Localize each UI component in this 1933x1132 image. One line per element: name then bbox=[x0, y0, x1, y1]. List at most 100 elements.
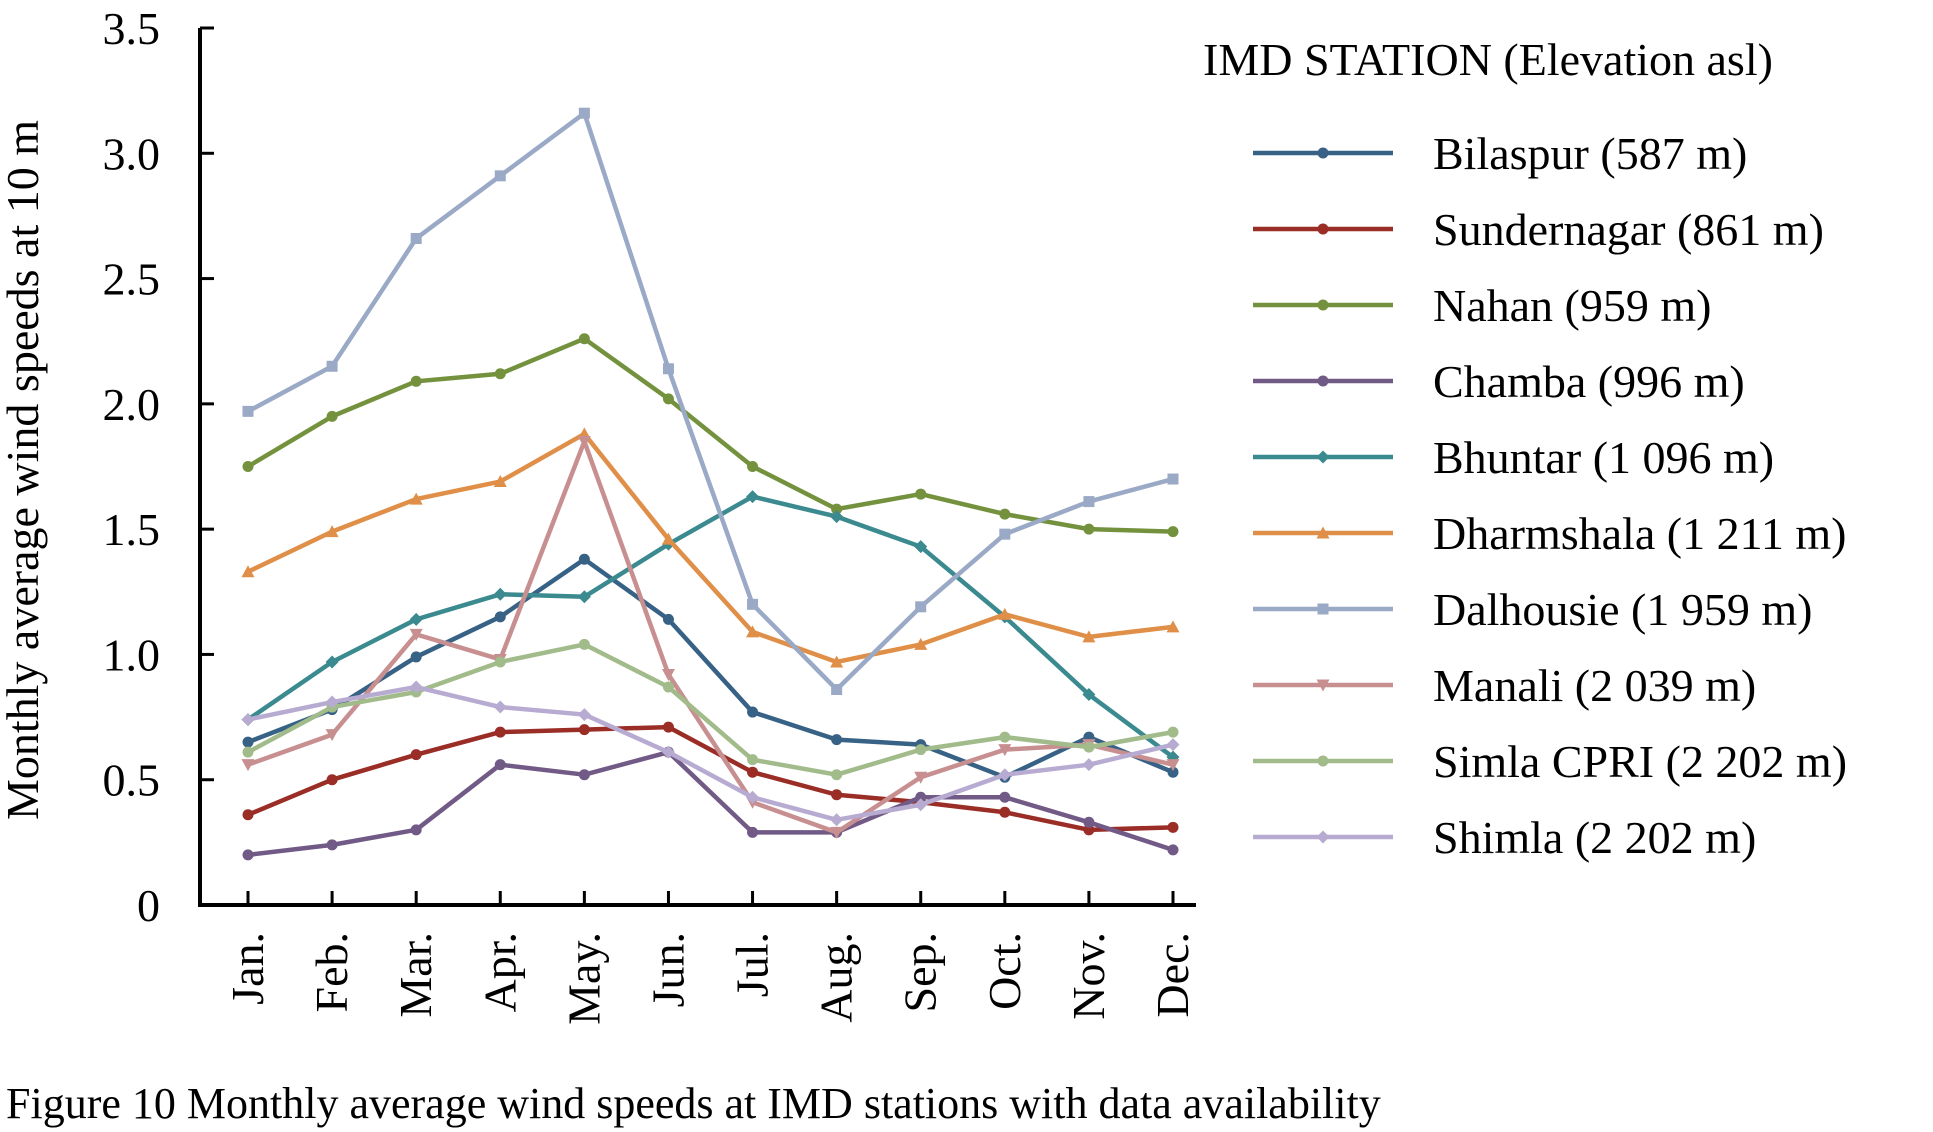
y-tick-label: 1.5 bbox=[103, 504, 161, 555]
y-tick-label: 0 bbox=[137, 880, 160, 931]
data-point-simla-cpri bbox=[1167, 726, 1179, 738]
legend-marker-dalhousie bbox=[1317, 603, 1329, 615]
data-point-dharmshala bbox=[830, 655, 844, 668]
data-point-dharmshala bbox=[493, 475, 507, 488]
data-point-simla-cpri bbox=[999, 731, 1011, 743]
series-line-manali bbox=[245, 439, 1176, 835]
data-point-dharmshala bbox=[1166, 620, 1180, 633]
data-point-bilaspur bbox=[747, 706, 759, 718]
data-point-shimla bbox=[746, 790, 760, 804]
data-point-chamba bbox=[999, 791, 1011, 803]
data-point-nahan bbox=[242, 461, 254, 472]
data-point-shimla bbox=[577, 708, 591, 722]
data-point-bilaspur bbox=[1167, 766, 1179, 778]
data-point-bhuntar bbox=[914, 540, 928, 554]
data-point-bilaspur bbox=[662, 613, 674, 625]
legend-marker-nahan bbox=[1317, 299, 1329, 311]
data-point-shimla bbox=[409, 680, 423, 694]
legend-marker-manali bbox=[1316, 679, 1330, 692]
series-dalhousie bbox=[242, 107, 1179, 696]
data-point-dharmshala bbox=[998, 607, 1012, 620]
data-point-dalhousie bbox=[242, 405, 254, 417]
legend-marker-dharmshala bbox=[1316, 526, 1330, 539]
legend-marker-bilaspur bbox=[1317, 147, 1329, 159]
figure-caption: Figure 10 Monthly average wind speeds at… bbox=[6, 1079, 1381, 1128]
data-point-manali bbox=[914, 771, 928, 784]
x-tick-label: Nov. bbox=[1063, 932, 1114, 1020]
legend-item-simla-cpri: Simla CPRI (2 202 m) bbox=[1253, 736, 1847, 787]
data-point-dharmshala bbox=[661, 532, 675, 545]
series-shimla bbox=[241, 680, 1180, 827]
data-point-bilaspur bbox=[831, 734, 843, 746]
data-point-bilaspur bbox=[242, 736, 254, 748]
data-point-sundernagar bbox=[831, 789, 843, 801]
data-point-simla-cpri bbox=[242, 746, 254, 758]
data-point-simla-cpri bbox=[662, 681, 674, 693]
data-point-dharmshala bbox=[409, 492, 423, 505]
data-point-shimla bbox=[241, 713, 255, 727]
data-point-sundernagar bbox=[1167, 821, 1179, 833]
data-point-sundernagar bbox=[494, 726, 506, 738]
data-point-nahan bbox=[915, 488, 927, 500]
data-point-bhuntar bbox=[577, 590, 591, 604]
y-tick-label: 0.5 bbox=[103, 755, 161, 806]
legend-label-shimla: Shimla (2 202 m) bbox=[1433, 812, 1756, 863]
x-tick-label: Dec. bbox=[1147, 932, 1198, 1018]
data-point-dalhousie bbox=[662, 363, 674, 375]
data-point-sundernagar bbox=[578, 724, 590, 736]
legend-label-nahan: Nahan (959 m) bbox=[1433, 280, 1711, 331]
legend-marker-chamba bbox=[1317, 375, 1329, 387]
data-point-sundernagar bbox=[242, 809, 254, 821]
legend-title: IMD STATION (Elevation asl) bbox=[1203, 34, 1773, 85]
data-point-nahan bbox=[999, 508, 1011, 520]
data-point-simla-cpri bbox=[494, 656, 506, 668]
data-point-shimla bbox=[1082, 758, 1096, 772]
legend-label-sundernagar: Sundernagar (861 m) bbox=[1433, 204, 1824, 255]
y-tick-label: 1.0 bbox=[103, 629, 161, 680]
legend-item-sundernagar: Sundernagar (861 m) bbox=[1253, 204, 1824, 255]
series-dharmshala bbox=[241, 427, 1180, 668]
legend-item-nahan: Nahan (959 m) bbox=[1253, 280, 1711, 331]
data-point-dalhousie bbox=[1083, 496, 1095, 508]
data-point-manali bbox=[661, 668, 675, 681]
series-line-bilaspur bbox=[245, 556, 1176, 780]
data-point-bhuntar bbox=[409, 612, 423, 626]
data-point-dharmshala bbox=[746, 625, 760, 638]
data-point-shimla bbox=[914, 798, 928, 812]
series-simla-cpri bbox=[242, 638, 1179, 781]
data-point-dharmshala bbox=[914, 637, 928, 650]
legend-item-manali: Manali (2 039 m) bbox=[1253, 660, 1756, 711]
data-point-shimla bbox=[325, 695, 339, 709]
data-point-chamba bbox=[494, 759, 506, 771]
data-point-nahan bbox=[578, 333, 590, 345]
data-point-sundernagar bbox=[1083, 824, 1095, 836]
data-point-manali bbox=[241, 759, 255, 772]
x-tick-label: Aug. bbox=[811, 932, 862, 1023]
y-tick-label: 2.0 bbox=[103, 379, 161, 430]
data-point-dalhousie bbox=[1167, 473, 1179, 485]
data-point-sundernagar bbox=[326, 774, 338, 786]
data-point-nahan bbox=[831, 503, 843, 515]
legend-item-dalhousie: Dalhousie (1 959 m) bbox=[1253, 584, 1812, 635]
x-tick-label: Feb. bbox=[306, 932, 357, 1013]
x-tick-label: Jan. bbox=[222, 932, 273, 1005]
data-point-chamba bbox=[747, 826, 759, 838]
series-line-dalhousie bbox=[245, 110, 1176, 692]
data-point-dharmshala bbox=[241, 565, 255, 578]
y-tick-label: 3.0 bbox=[103, 128, 161, 179]
data-point-sundernagar bbox=[662, 721, 674, 733]
series-line-shimla bbox=[245, 684, 1176, 823]
data-point-simla-cpri bbox=[915, 744, 927, 756]
data-point-bilaspur bbox=[410, 651, 422, 663]
legend-item-dharmshala: Dharmshala (1 211 m) bbox=[1253, 508, 1846, 559]
data-point-dalhousie bbox=[831, 684, 843, 696]
data-point-chamba bbox=[410, 824, 422, 836]
data-point-sundernagar bbox=[999, 806, 1011, 818]
data-point-bhuntar bbox=[325, 655, 339, 669]
data-point-shimla bbox=[661, 745, 675, 759]
series-line-dharmshala bbox=[245, 431, 1176, 665]
legend-item-shimla: Shimla (2 202 m) bbox=[1253, 812, 1756, 863]
x-tick-label: Jun. bbox=[642, 932, 693, 1007]
legend-item-bhuntar: Bhuntar (1 096 m) bbox=[1253, 432, 1774, 483]
x-tick-label: Mar. bbox=[390, 932, 441, 1018]
